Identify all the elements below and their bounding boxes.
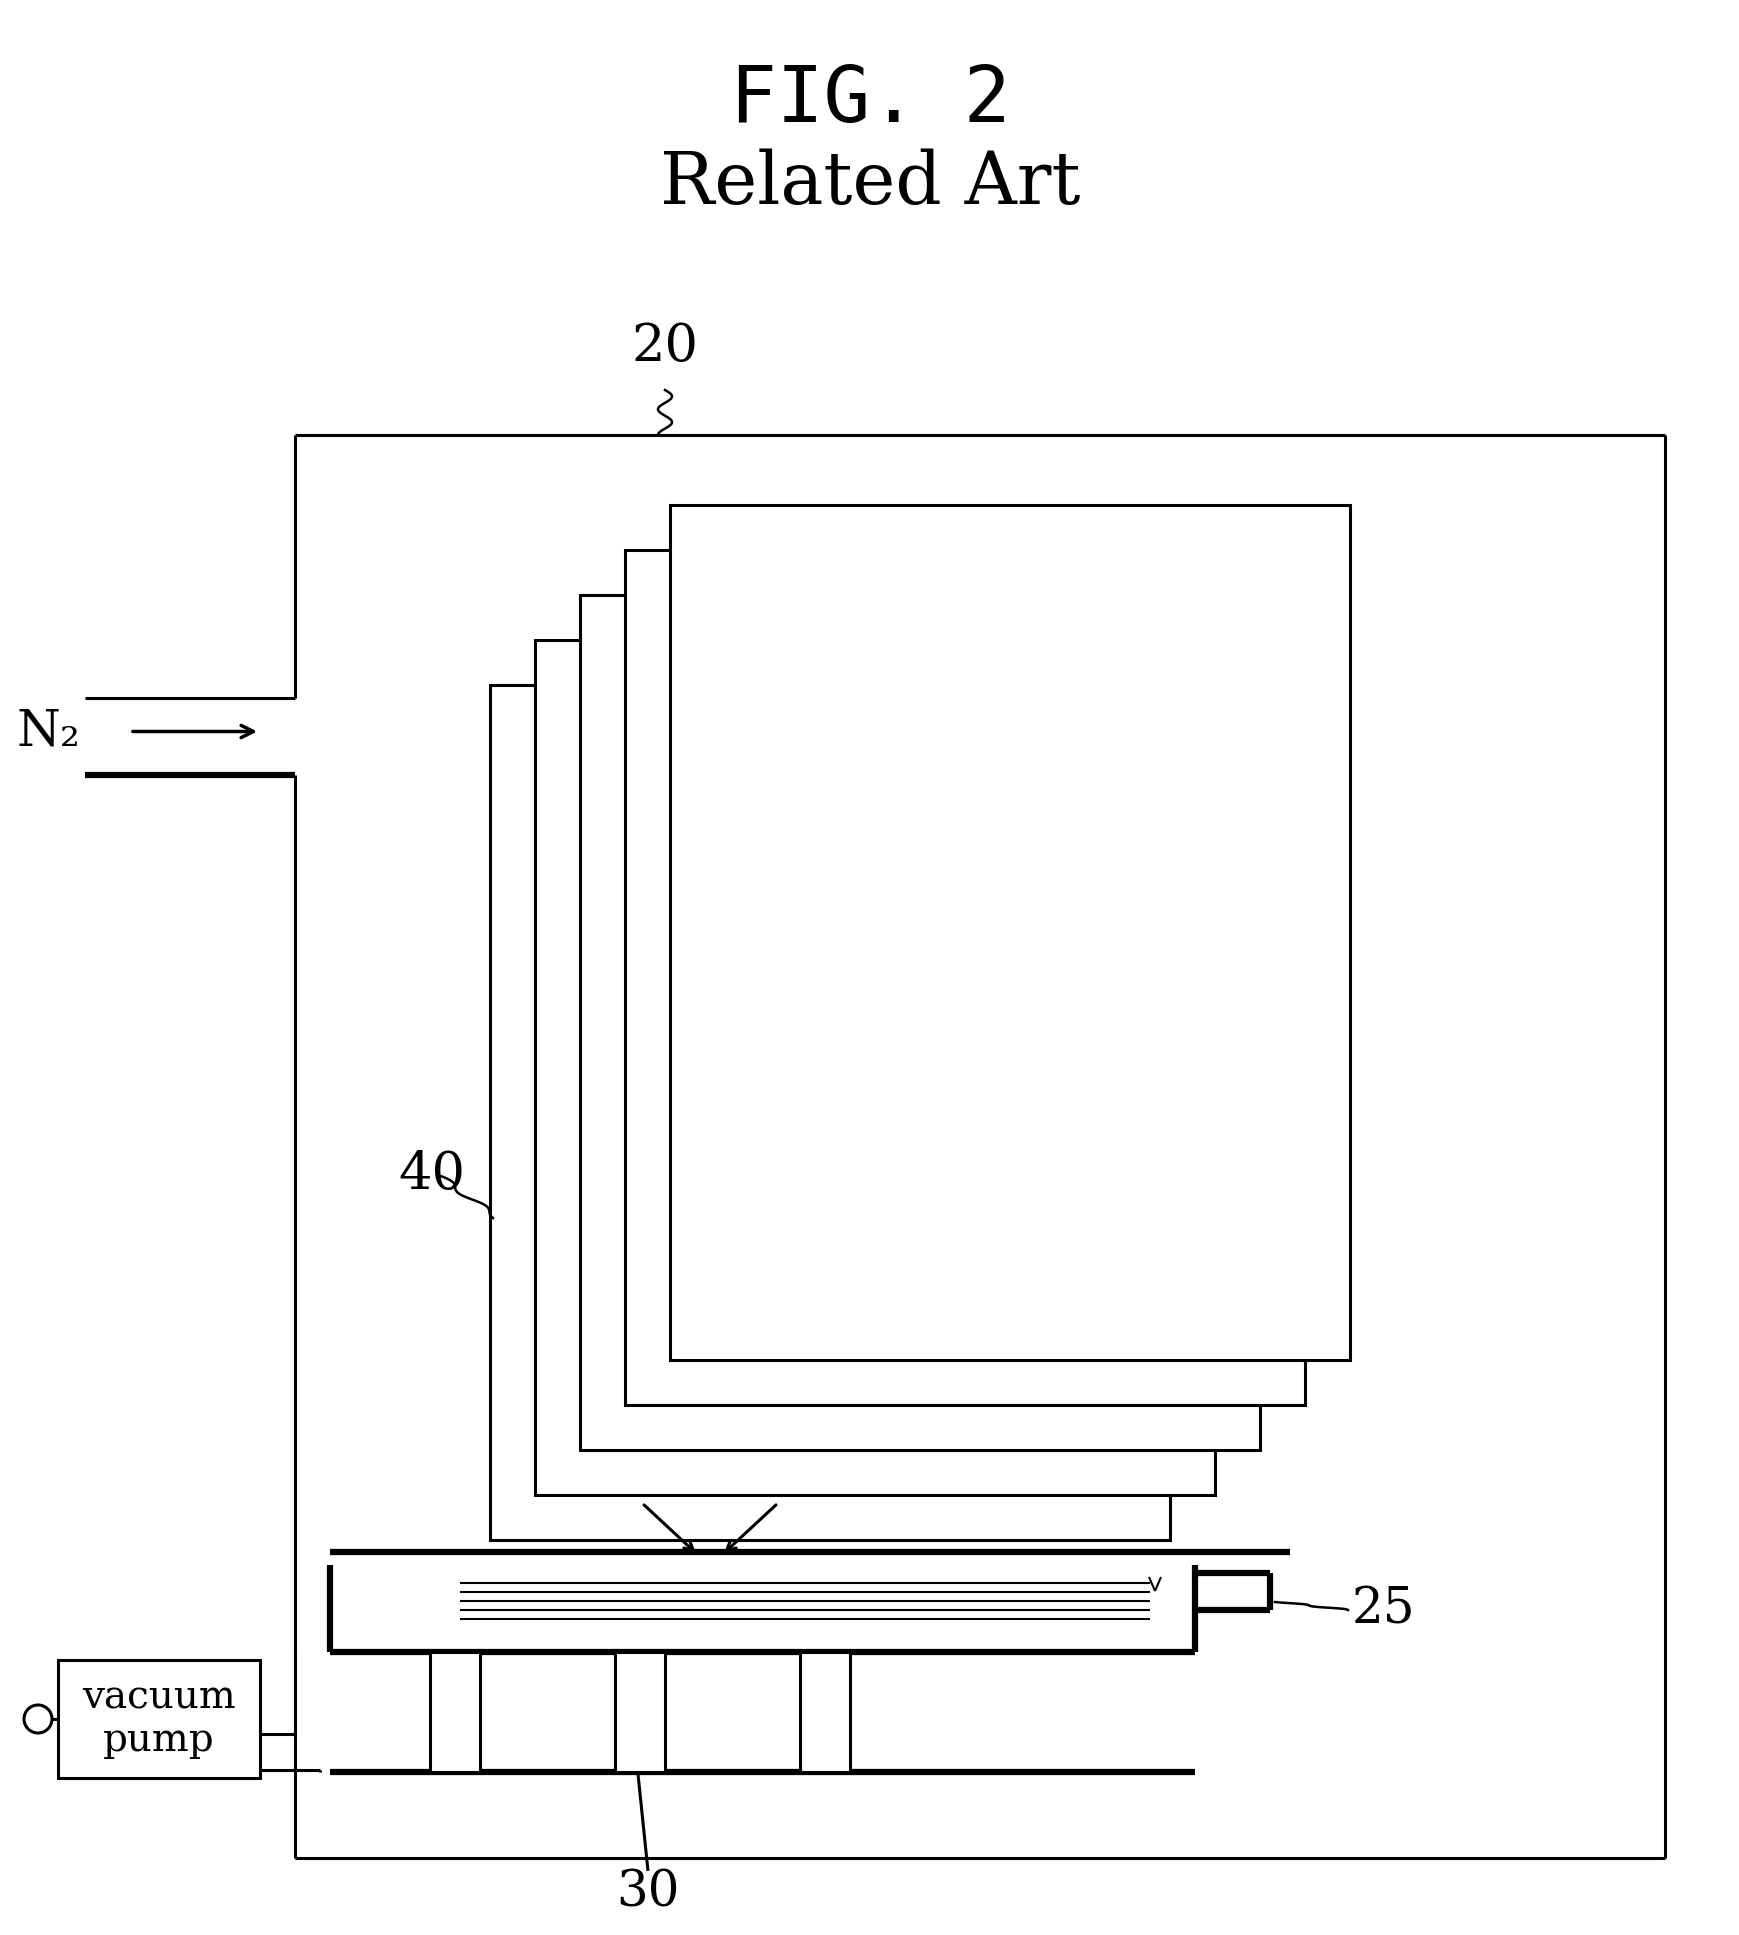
Bar [614, 1652, 664, 1772]
Text: Related Art: Related Art [659, 147, 1080, 219]
Text: 30: 30 [616, 1869, 680, 1918]
Bar [670, 505, 1349, 1360]
Bar [490, 685, 1169, 1540]
Circle shape [24, 1705, 52, 1734]
Bar [430, 1652, 480, 1772]
Text: vacuum
pump: vacuum pump [82, 1680, 237, 1759]
Text: N₂: N₂ [16, 706, 80, 757]
Bar [579, 594, 1259, 1449]
Text: 40: 40 [398, 1149, 464, 1200]
Bar [57, 1660, 259, 1778]
Bar [800, 1652, 850, 1772]
Text: 25: 25 [1351, 1585, 1416, 1635]
Text: 20: 20 [631, 321, 697, 372]
Bar [534, 640, 1214, 1496]
Text: FIG. 2: FIG. 2 [729, 62, 1010, 137]
Bar [624, 550, 1304, 1405]
